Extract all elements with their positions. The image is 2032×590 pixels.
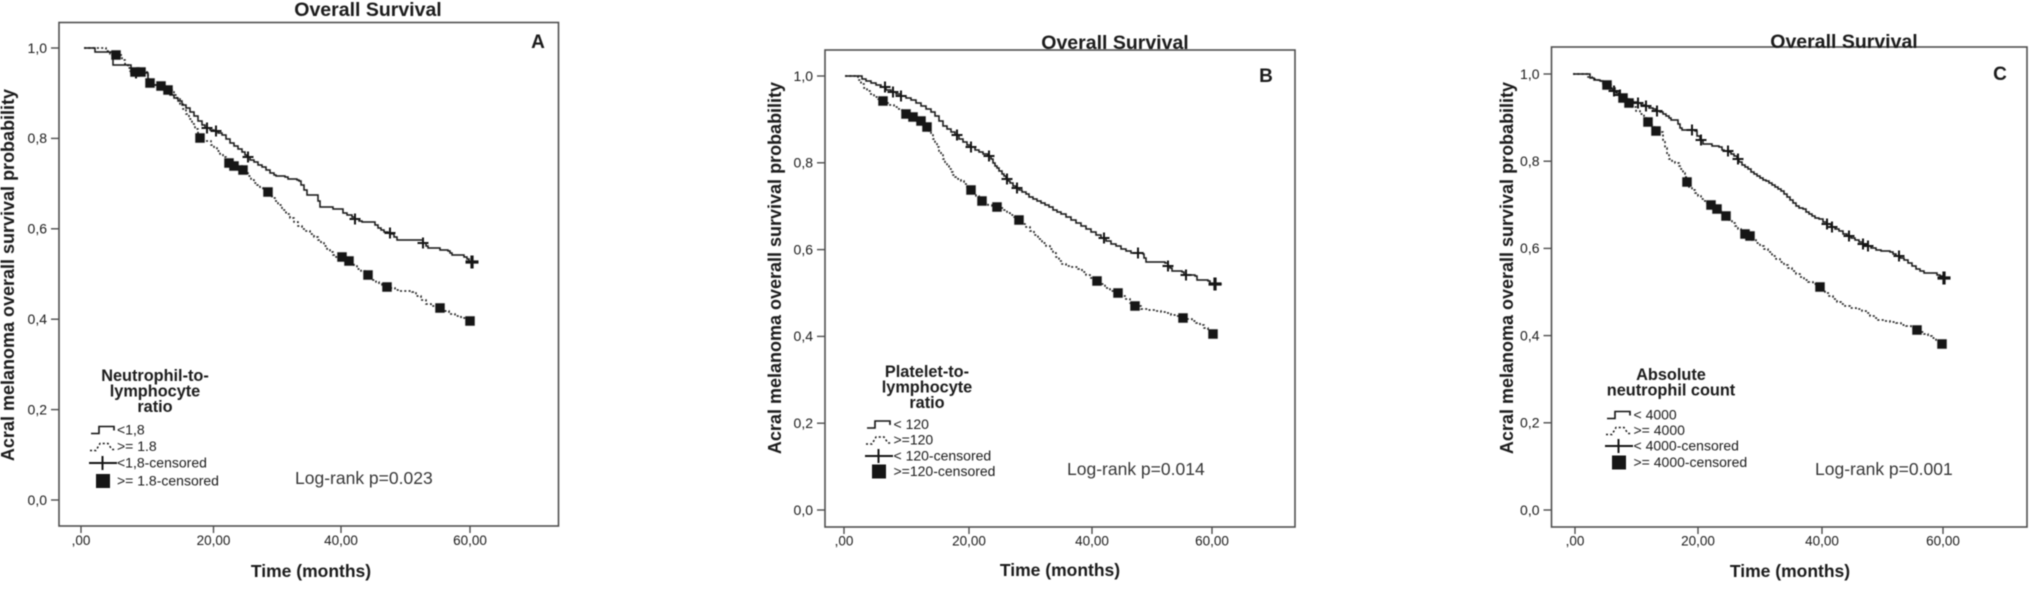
svg-text:>= 4000: >= 4000 bbox=[1634, 422, 1686, 438]
svg-text:0,0: 0,0 bbox=[28, 492, 48, 508]
svg-text:0,0: 0,0 bbox=[1520, 502, 1540, 518]
svg-text:Time (months): Time (months) bbox=[251, 561, 371, 581]
svg-text:0,0: 0,0 bbox=[794, 502, 814, 518]
svg-text:1,0: 1,0 bbox=[28, 40, 48, 56]
svg-text:0,6: 0,6 bbox=[1520, 240, 1540, 256]
svg-text:0,2: 0,2 bbox=[794, 415, 814, 431]
svg-text:Overall Survival: Overall Survival bbox=[1041, 32, 1188, 54]
svg-text:60,00: 60,00 bbox=[1926, 534, 1960, 549]
svg-text:0,8: 0,8 bbox=[794, 155, 814, 171]
svg-text:A: A bbox=[531, 32, 545, 53]
svg-text:0,6: 0,6 bbox=[28, 221, 48, 237]
svg-text:60,00: 60,00 bbox=[453, 533, 487, 548]
svg-text:<1,8-censored: <1,8-censored bbox=[117, 455, 207, 471]
svg-text:Log-rank p=0.023: Log-rank p=0.023 bbox=[295, 468, 433, 488]
svg-text:1,0: 1,0 bbox=[794, 68, 814, 84]
svg-text:0,2: 0,2 bbox=[28, 401, 48, 417]
svg-text:Time (months): Time (months) bbox=[1000, 560, 1120, 580]
svg-text:Overall Survival: Overall Survival bbox=[1770, 31, 1917, 53]
svg-text:ratio: ratio bbox=[137, 398, 172, 416]
svg-text:< 120-censored: < 120-censored bbox=[894, 448, 992, 464]
svg-text:0,4: 0,4 bbox=[794, 328, 814, 344]
svg-text:ratio: ratio bbox=[909, 394, 944, 412]
svg-text:Time (months): Time (months) bbox=[1730, 561, 1850, 581]
svg-text:< 4000-censored: < 4000-censored bbox=[1634, 438, 1739, 454]
svg-text:>= 4000-censored: >= 4000-censored bbox=[1634, 454, 1748, 470]
svg-text:neutrophil count: neutrophil count bbox=[1607, 382, 1736, 400]
svg-text:lymphocyte: lymphocyte bbox=[110, 383, 200, 401]
svg-text:C: C bbox=[1993, 64, 2007, 85]
svg-text:20,00: 20,00 bbox=[1681, 534, 1715, 549]
svg-text:Platelet-to-: Platelet-to- bbox=[885, 363, 969, 381]
svg-text:Acral melanoma overall surviva: Acral melanoma overall survival probabil… bbox=[765, 82, 785, 454]
svg-text:Acral melanoma overall surviva: Acral melanoma overall survival probabil… bbox=[1497, 82, 1517, 454]
svg-text:,00: ,00 bbox=[1566, 534, 1585, 549]
svg-text:>=120-censored: >=120-censored bbox=[894, 463, 996, 479]
svg-text:0,8: 0,8 bbox=[28, 130, 48, 146]
svg-text:1,0: 1,0 bbox=[1520, 66, 1540, 82]
svg-text:>=120: >=120 bbox=[894, 432, 934, 448]
svg-text:lymphocyte: lymphocyte bbox=[882, 379, 972, 397]
svg-text:< 4000: < 4000 bbox=[1634, 407, 1677, 423]
svg-text:0,2: 0,2 bbox=[1520, 415, 1540, 431]
svg-text:0,8: 0,8 bbox=[1520, 153, 1540, 169]
svg-text:B: B bbox=[1259, 66, 1273, 87]
svg-text:0,4: 0,4 bbox=[28, 311, 48, 327]
svg-text:Acral melanoma overall surviva: Acral melanoma overall survival probabil… bbox=[0, 89, 18, 461]
svg-text:Neutrophil-to-: Neutrophil-to- bbox=[101, 367, 209, 385]
svg-text:,00: ,00 bbox=[835, 534, 854, 549]
svg-text:>= 1.8: >= 1.8 bbox=[117, 438, 157, 454]
svg-text:60,00: 60,00 bbox=[1195, 534, 1229, 549]
svg-text:40,00: 40,00 bbox=[1075, 534, 1109, 549]
svg-text:0,4: 0,4 bbox=[1520, 327, 1540, 343]
svg-text:Absolute: Absolute bbox=[1636, 366, 1706, 384]
svg-text:,00: ,00 bbox=[72, 533, 91, 548]
svg-text:40,00: 40,00 bbox=[324, 533, 358, 548]
svg-text:< 120: < 120 bbox=[894, 416, 930, 432]
svg-text:40,00: 40,00 bbox=[1805, 534, 1839, 549]
svg-text:20,00: 20,00 bbox=[952, 534, 986, 549]
svg-text:>= 1.8-censored: >= 1.8-censored bbox=[117, 473, 219, 489]
svg-text:Log-rank p=0.001: Log-rank p=0.001 bbox=[1815, 459, 1953, 479]
svg-text:Log-rank p=0.014: Log-rank p=0.014 bbox=[1067, 459, 1205, 479]
svg-text:<1,8: <1,8 bbox=[117, 422, 145, 438]
svg-text:Overall Survival: Overall Survival bbox=[294, 0, 441, 21]
svg-text:20,00: 20,00 bbox=[197, 533, 231, 548]
svg-text:0,6: 0,6 bbox=[794, 241, 814, 257]
